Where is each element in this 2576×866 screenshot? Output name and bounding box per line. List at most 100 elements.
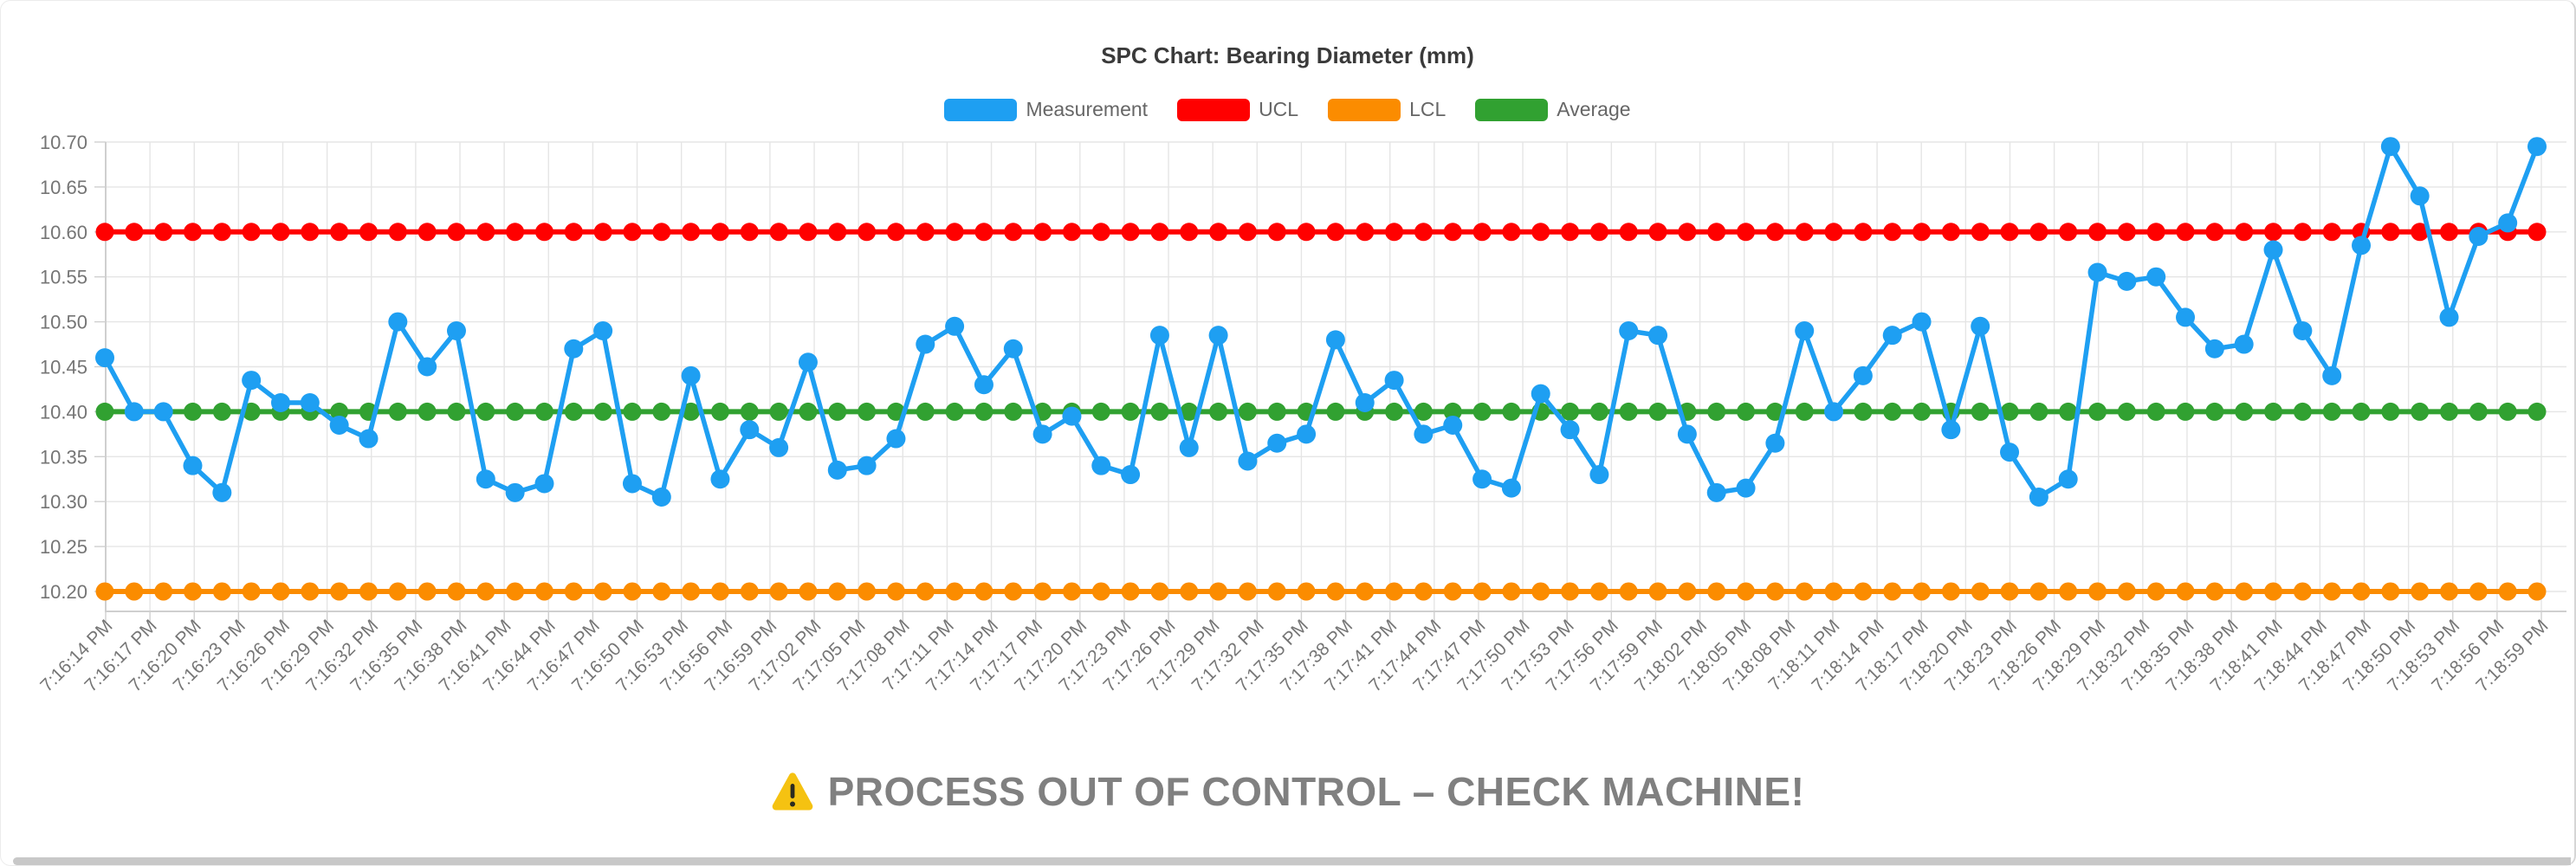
measurement-point[interactable] bbox=[1706, 482, 1726, 502]
lcl-point bbox=[1443, 582, 1462, 601]
measurement-point[interactable] bbox=[1765, 433, 1785, 453]
measurement-point[interactable] bbox=[1501, 478, 1521, 498]
measurement-point[interactable] bbox=[1267, 433, 1287, 453]
measurement-point[interactable] bbox=[1208, 326, 1228, 346]
measurement-point[interactable] bbox=[300, 393, 320, 413]
measurement-point[interactable] bbox=[1121, 465, 1141, 485]
measurement-point[interactable] bbox=[2322, 365, 2342, 385]
measurement-point[interactable] bbox=[1325, 330, 1345, 350]
measurement-point[interactable] bbox=[2029, 488, 2049, 507]
measurement-point[interactable] bbox=[270, 393, 290, 413]
measurement-point[interactable] bbox=[2380, 137, 2400, 157]
measurement-point[interactable] bbox=[2498, 213, 2518, 233]
measurement-point[interactable] bbox=[95, 348, 114, 368]
measurement-point[interactable] bbox=[681, 365, 701, 385]
measurement-point[interactable] bbox=[2204, 339, 2224, 359]
measurement-point[interactable] bbox=[1355, 393, 1375, 413]
measurement-point[interactable] bbox=[329, 415, 349, 435]
measurement-point[interactable] bbox=[1677, 424, 1697, 444]
measurement-point[interactable] bbox=[534, 474, 554, 494]
measurement-swatch bbox=[944, 98, 1018, 121]
lcl-point bbox=[1180, 582, 1199, 601]
lcl-point bbox=[417, 582, 437, 601]
measurement-point[interactable] bbox=[2058, 469, 2078, 489]
measurement-point[interactable] bbox=[1443, 415, 1463, 435]
average-point bbox=[1765, 402, 1784, 421]
measurement-point[interactable] bbox=[359, 429, 379, 449]
measurement-point[interactable] bbox=[798, 352, 818, 372]
measurement-point[interactable] bbox=[1589, 465, 1609, 485]
measurement-point[interactable] bbox=[1003, 339, 1023, 359]
measurement-point[interactable] bbox=[945, 316, 965, 336]
measurement-point[interactable] bbox=[564, 339, 584, 359]
average-point bbox=[1414, 402, 1433, 421]
measurement-point[interactable] bbox=[1882, 326, 1902, 346]
average-point bbox=[2205, 402, 2224, 421]
measurement-point[interactable] bbox=[446, 320, 466, 340]
measurement-point[interactable] bbox=[2234, 334, 2254, 354]
measurement-point[interactable] bbox=[1414, 424, 1434, 444]
measurement-point[interactable] bbox=[1971, 316, 1990, 336]
measurement-point[interactable] bbox=[2469, 226, 2489, 246]
measurement-point[interactable] bbox=[1384, 371, 1404, 391]
measurement-point[interactable] bbox=[1619, 320, 1639, 340]
measurement-point[interactable] bbox=[1648, 326, 1668, 346]
measurement-point[interactable] bbox=[2293, 320, 2313, 340]
measurement-point[interactable] bbox=[417, 357, 437, 377]
measurement-point[interactable] bbox=[710, 469, 730, 489]
measurement-point[interactable] bbox=[1736, 478, 1756, 498]
measurement-point[interactable] bbox=[1062, 406, 1082, 426]
measurement-point[interactable] bbox=[1238, 451, 1258, 471]
measurement-point[interactable] bbox=[974, 375, 994, 395]
measurement-point[interactable] bbox=[1853, 365, 1873, 385]
measurement-point[interactable] bbox=[916, 334, 935, 354]
measurement-point[interactable] bbox=[212, 482, 232, 502]
ucl-point bbox=[2117, 223, 2136, 242]
measurement-point[interactable] bbox=[651, 488, 671, 507]
measurement-point[interactable] bbox=[1560, 420, 1580, 440]
measurement-point[interactable] bbox=[2000, 443, 2020, 462]
measurement-point[interactable] bbox=[827, 460, 847, 480]
measurement-point[interactable] bbox=[2352, 236, 2372, 255]
measurement-point[interactable] bbox=[1179, 437, 1199, 457]
measurement-point[interactable] bbox=[622, 474, 642, 494]
measurement-point[interactable] bbox=[1531, 384, 1550, 404]
legend-item-ucl[interactable]: UCL bbox=[1177, 98, 1298, 121]
measurement-point[interactable] bbox=[153, 402, 173, 422]
measurement-point[interactable] bbox=[740, 420, 760, 440]
measurement-point[interactable] bbox=[2263, 240, 2283, 260]
ucl-point bbox=[564, 223, 583, 242]
measurement-point[interactable] bbox=[2439, 307, 2459, 327]
measurement-point[interactable] bbox=[476, 469, 495, 489]
measurement-point[interactable] bbox=[2527, 137, 2547, 157]
measurement-point[interactable] bbox=[1941, 420, 1961, 440]
measurement-point[interactable] bbox=[1149, 326, 1169, 346]
measurement-point[interactable] bbox=[1297, 424, 1317, 444]
measurement-point[interactable] bbox=[769, 437, 789, 457]
measurement-point[interactable] bbox=[2146, 267, 2166, 287]
measurement-point[interactable] bbox=[1824, 402, 1844, 422]
measurement-point[interactable] bbox=[388, 312, 408, 332]
legend-item-average[interactable]: Average bbox=[1475, 98, 1631, 121]
horizontal-scrollbar[interactable] bbox=[13, 857, 2571, 865]
measurement-point[interactable] bbox=[886, 429, 906, 449]
measurement-point[interactable] bbox=[124, 402, 144, 422]
measurement-point[interactable] bbox=[1795, 320, 1815, 340]
measurement-point[interactable] bbox=[183, 456, 203, 475]
measurement-point[interactable] bbox=[857, 456, 877, 475]
legend-item-measurement[interactable]: Measurement bbox=[944, 98, 1148, 121]
measurement-point[interactable] bbox=[1912, 312, 1932, 332]
measurement-point[interactable] bbox=[2176, 307, 2196, 327]
measurement-point[interactable] bbox=[1472, 469, 1492, 489]
measurement-point[interactable] bbox=[1091, 456, 1111, 475]
measurement-point[interactable] bbox=[2410, 186, 2430, 206]
measurement-point[interactable] bbox=[2117, 271, 2137, 291]
measurement-point[interactable] bbox=[2087, 262, 2107, 282]
measurement-point[interactable] bbox=[593, 320, 613, 340]
measurement-point[interactable] bbox=[505, 482, 525, 502]
ucl-point bbox=[858, 223, 877, 242]
measurement-point[interactable] bbox=[1032, 424, 1052, 444]
legend-item-lcl[interactable]: LCL bbox=[1328, 98, 1446, 121]
measurement-point[interactable] bbox=[242, 371, 262, 391]
